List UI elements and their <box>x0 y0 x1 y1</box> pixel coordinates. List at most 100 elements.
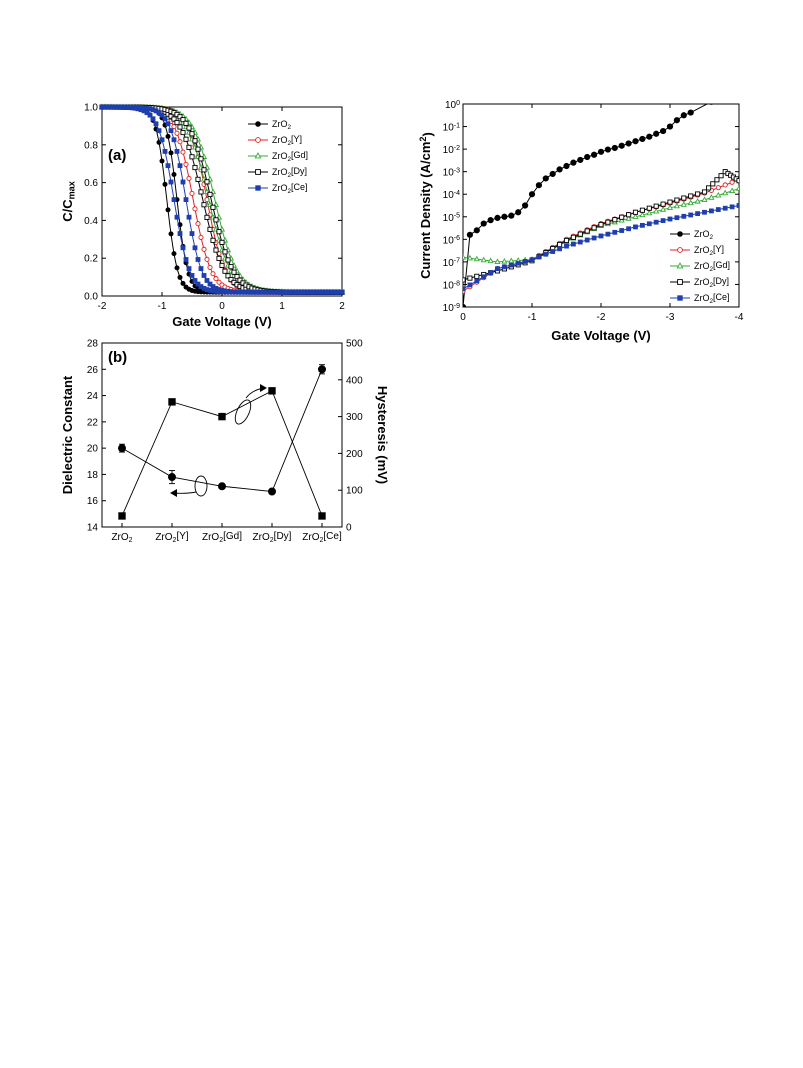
y-axis-label: Dielectric Constant <box>60 375 75 494</box>
plot-area <box>463 104 739 307</box>
data-point <box>168 113 174 119</box>
data-point <box>736 178 739 184</box>
legend-label: ZrO2[Gd] <box>694 260 730 273</box>
data-point <box>570 234 576 240</box>
data-point <box>680 201 687 207</box>
data-point <box>225 273 231 279</box>
y-tick-label: 0.6 <box>84 178 98 189</box>
data-point <box>195 221 201 227</box>
data-point <box>729 204 735 210</box>
legend-label: ZrO2[Y] <box>272 134 302 147</box>
data-point <box>192 206 198 212</box>
data-point <box>159 158 165 164</box>
legend-label: ZrO2 <box>694 229 714 241</box>
data-point <box>168 128 174 134</box>
data-point <box>213 217 219 223</box>
data-point <box>228 264 234 270</box>
data-point <box>646 209 653 216</box>
data-point <box>171 116 177 122</box>
data-point <box>563 162 570 170</box>
data-point <box>563 237 570 244</box>
legend-label-part: ZrO <box>272 151 288 161</box>
x-category-label-part: ZrO <box>253 532 270 543</box>
data-point <box>729 179 735 185</box>
data-point <box>228 276 234 283</box>
data-point <box>463 277 466 283</box>
y-tick-label: 0.0 <box>84 292 98 303</box>
data-point <box>219 262 225 268</box>
data-point <box>701 189 708 195</box>
data-point <box>204 179 210 185</box>
data-point <box>722 189 729 196</box>
y-tick-label-part: 10 <box>443 190 455 201</box>
data-point <box>195 257 201 262</box>
data-point <box>156 110 162 116</box>
data-point <box>714 177 720 183</box>
chart-a-capacitance: -2 -1 0 1 2 0.0 0.2 0.4 0.6 0.8 1.0 Gate Voltage (V… <box>60 103 345 330</box>
legend-marker <box>254 152 262 159</box>
legend-label: ZrO2[Ce] <box>272 182 308 195</box>
y-tick-label: 10-4 <box>443 190 460 201</box>
data-point <box>598 233 604 239</box>
y-tick-label-part: -4 <box>454 190 460 197</box>
data-point <box>474 273 480 279</box>
data-point <box>171 124 177 130</box>
data-point <box>186 125 192 131</box>
data-point <box>715 185 721 191</box>
data-point <box>667 216 673 222</box>
data-point <box>590 151 598 158</box>
data-point <box>557 241 563 248</box>
data-point <box>508 257 515 264</box>
dielectric-point <box>118 444 127 453</box>
data-point <box>639 135 646 143</box>
data-point <box>198 156 204 162</box>
y-tick-label: 100 <box>445 100 460 111</box>
x-category-label: ZrO2[Ce] <box>302 531 342 544</box>
data-point <box>660 218 666 224</box>
y-tick-label: 10-2 <box>443 145 460 156</box>
dielectric-point <box>267 487 276 496</box>
data-point <box>174 120 180 126</box>
data-point <box>162 181 168 187</box>
data-point <box>216 255 222 261</box>
data-point <box>660 206 667 212</box>
data-point <box>710 181 716 187</box>
x-category-label-part: [Y] <box>176 531 188 542</box>
data-point <box>577 239 583 245</box>
data-point <box>463 253 467 260</box>
data-point <box>488 270 493 276</box>
x-tick-label: -2 <box>98 301 107 312</box>
data-point <box>619 214 625 220</box>
data-point <box>183 257 189 262</box>
y-axis-label-part: Current Density (A/cm <box>418 142 433 279</box>
y-tick-label: 16 <box>87 496 99 507</box>
x-category-label-part: 2 <box>219 537 223 544</box>
hysteresis-point <box>118 512 126 520</box>
x-category-label-part: [Ce] <box>323 531 342 542</box>
data-point <box>231 269 237 275</box>
data-point <box>550 249 556 254</box>
y-tick-label-part: -1 <box>454 122 460 129</box>
data-point <box>626 226 631 232</box>
hysteresis-point <box>218 412 226 421</box>
data-point <box>180 129 186 136</box>
legend-label-part: [Gd] <box>291 150 308 160</box>
data-point <box>708 208 714 214</box>
data-point <box>466 254 473 261</box>
data-point <box>487 217 494 224</box>
data-point <box>618 216 625 223</box>
data-point <box>237 277 243 283</box>
data-point <box>180 245 186 251</box>
data-point <box>201 202 207 208</box>
data-point <box>174 130 180 136</box>
x-tick-label: 1 <box>279 301 285 312</box>
right-axis-loop-icon <box>234 399 252 425</box>
data-point <box>473 227 480 234</box>
y-tick-label: 10-8 <box>443 280 460 291</box>
legend-marker <box>255 169 261 175</box>
x-category-label: ZrO2[Y] <box>155 531 189 544</box>
legend-label-part: 2 <box>710 298 714 305</box>
x-tick-label: 0 <box>460 312 466 323</box>
y2-tick-label: 100 <box>346 486 363 497</box>
data-point <box>556 166 563 173</box>
